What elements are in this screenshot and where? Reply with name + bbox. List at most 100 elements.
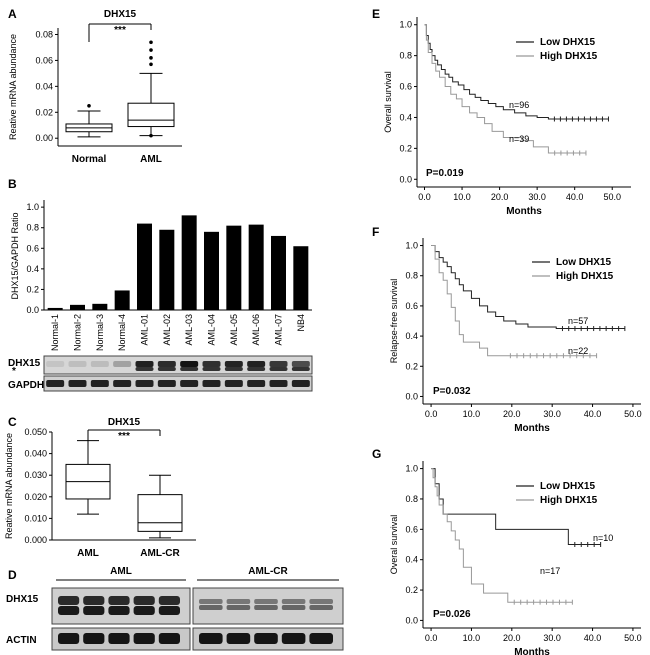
blot-band-gapdh bbox=[68, 380, 87, 387]
y-tick-label: 0.4 bbox=[405, 331, 418, 341]
blot-band bbox=[133, 596, 155, 605]
blot-band bbox=[83, 596, 105, 605]
blot-band bbox=[135, 361, 154, 367]
blot-band bbox=[202, 361, 221, 367]
bar bbox=[248, 224, 264, 310]
blot-label: ACTIN bbox=[6, 635, 37, 646]
x-category-label: Normal-3 bbox=[95, 314, 105, 351]
blot-band bbox=[309, 599, 333, 604]
legend-label: Low DHX15 bbox=[556, 257, 611, 268]
blot-band bbox=[83, 606, 105, 615]
p-value-label: P=0.019 bbox=[426, 168, 464, 179]
blot-band bbox=[199, 605, 223, 610]
y-tick-label: 0.06 bbox=[35, 55, 53, 65]
x-category-label: AML-07 bbox=[274, 314, 284, 346]
y-axis-title: Overal survival bbox=[389, 515, 399, 575]
sample-size-label: n=17 bbox=[540, 566, 560, 576]
x-category-label: AML bbox=[140, 154, 162, 165]
blot-band-lower bbox=[291, 367, 310, 371]
x-tick-label: 0.0 bbox=[425, 409, 438, 419]
y-tick-label: 0.020 bbox=[24, 492, 47, 502]
y-tick-label: 0.0 bbox=[26, 305, 39, 315]
legend-label: High DHX15 bbox=[540, 495, 598, 506]
y-axis-title: Reative mRNA abundance bbox=[8, 34, 18, 140]
blot-band-gapdh bbox=[157, 380, 176, 387]
x-category-label: Normal-2 bbox=[73, 314, 83, 351]
x-tick-label: 40.0 bbox=[566, 192, 584, 202]
km-curve-low bbox=[431, 468, 601, 545]
y-tick-label: 0.8 bbox=[405, 271, 418, 281]
y-tick-label: 0.0 bbox=[399, 174, 412, 184]
blot-band-actin bbox=[133, 633, 155, 644]
x-axis-title: Months bbox=[506, 206, 542, 217]
blot-band-gapdh bbox=[269, 380, 288, 387]
significance-stars: *** bbox=[114, 25, 126, 36]
outlier-point bbox=[149, 48, 153, 52]
y-tick-label: 0.04 bbox=[35, 81, 53, 91]
blot-band bbox=[281, 599, 306, 604]
y-tick-label: 0.4 bbox=[26, 264, 39, 274]
blot-band-gapdh bbox=[90, 380, 109, 387]
blot-band bbox=[68, 361, 87, 367]
x-category-label: AML bbox=[77, 548, 99, 559]
x-axis-title: Months bbox=[514, 647, 550, 655]
blot-band bbox=[291, 361, 310, 367]
blot-band bbox=[113, 361, 132, 367]
x-category-label: AML-03 bbox=[184, 314, 194, 346]
blot-band bbox=[224, 361, 243, 367]
y-tick-label: 0.0 bbox=[405, 615, 418, 625]
blot-band-gapdh bbox=[224, 380, 243, 387]
legend-label: Low DHX15 bbox=[540, 37, 595, 48]
x-category-label: Normal bbox=[72, 154, 107, 165]
blot-band bbox=[226, 605, 251, 610]
blot-band-gapdh bbox=[135, 380, 154, 387]
y-tick-label: 1.0 bbox=[405, 241, 418, 251]
blot-band-actin bbox=[226, 633, 251, 644]
km-curve-high bbox=[431, 245, 597, 357]
panel-title: DHX15 bbox=[108, 417, 141, 428]
blot-band-actin bbox=[309, 633, 333, 644]
km-curve-high bbox=[431, 468, 573, 603]
blot-label: GAPDH bbox=[8, 380, 44, 391]
box bbox=[127, 102, 175, 128]
x-category-label: AML-CR bbox=[140, 548, 180, 559]
blot-band-actin bbox=[158, 633, 180, 644]
blot-band bbox=[46, 361, 65, 367]
x-tick-label: 0.0 bbox=[425, 633, 438, 643]
p-value-label: P=0.032 bbox=[433, 386, 471, 397]
x-tick-label: 40.0 bbox=[584, 409, 602, 419]
bar bbox=[271, 235, 286, 310]
blot-strip-gapdh bbox=[43, 375, 313, 392]
y-tick-label: 0.040 bbox=[24, 449, 47, 459]
x-category-label: Normal-1 bbox=[50, 314, 60, 351]
outlier-point bbox=[149, 40, 153, 45]
y-tick-label: 0.0 bbox=[405, 391, 418, 401]
x-category-label: AML-05 bbox=[229, 314, 239, 346]
blot-band bbox=[247, 361, 266, 367]
panel-a: A 0.00 0.02 0.04 0.06 0.08 Reative mRNA abunda… bbox=[8, 7, 182, 165]
y-axis-title: Relapse-free survival bbox=[389, 279, 399, 364]
x-tick-label: 50.0 bbox=[624, 633, 642, 643]
panel-letter: B bbox=[8, 177, 17, 191]
blot-band-gapdh bbox=[291, 380, 310, 387]
x-tick-label: 40.0 bbox=[584, 633, 602, 643]
blot-band-actin bbox=[281, 633, 306, 644]
blot-strip-dhx15 bbox=[43, 355, 313, 375]
blot-band bbox=[254, 599, 278, 604]
panel-g: G 0.0 0.2 0.4 0.6 0.8 1.0 0.0 10.0 20.0 30.0 40.0 50… bbox=[372, 447, 642, 655]
y-tick-label: 0.030 bbox=[24, 470, 47, 480]
sample-size-label: n=96 bbox=[509, 100, 529, 110]
sample-size-label: n=22 bbox=[568, 346, 588, 356]
y-tick-label: 0.2 bbox=[26, 284, 39, 294]
bar bbox=[70, 304, 85, 310]
y-tick-label: 0.000 bbox=[24, 535, 47, 545]
x-category-label: Normal-4 bbox=[117, 314, 127, 351]
blot-band bbox=[269, 361, 288, 367]
x-tick-label: 20.0 bbox=[503, 633, 521, 643]
x-category-label: AML-01 bbox=[140, 314, 150, 346]
panel-c: C 0.000 0.010 0.020 0.030 0.040 0.050 Reative m… bbox=[4, 415, 196, 559]
y-tick-label: 0.050 bbox=[24, 427, 47, 437]
bar bbox=[159, 229, 175, 310]
blot-band-gapdh bbox=[247, 380, 266, 387]
y-tick-label: 0.6 bbox=[405, 524, 418, 534]
